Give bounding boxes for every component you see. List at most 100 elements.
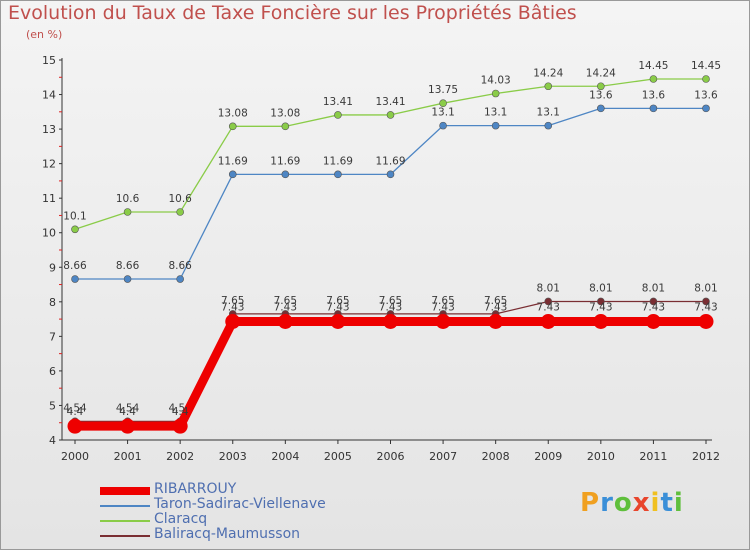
x-tick-label: 2006 [377,450,405,463]
data-label: 11.69 [218,155,248,167]
data-label: 7.43 [537,302,560,314]
legend-label: RIBARROUY [154,481,237,497]
data-label: 8.01 [694,282,717,294]
data-point [698,314,714,330]
y-tick-label: 14 [42,89,56,102]
x-tick-label: 2009 [534,450,562,463]
data-label: 7.43 [694,302,717,314]
data-point [172,418,188,434]
logo-letter: i [673,488,684,518]
data-point [702,75,710,83]
data-label: 13.08 [270,107,300,119]
data-label: 14.45 [638,60,668,72]
data-point [120,418,136,434]
data-label: 13.6 [694,89,718,101]
data-label: 14.03 [481,75,511,87]
data-label: 4.4 [172,406,189,418]
data-label: 7.65 [431,295,454,307]
y-tick-label: 9 [49,261,56,274]
data-point [439,99,447,107]
data-label: 13.6 [642,89,666,101]
data-label: 13.41 [375,96,405,108]
data-point [491,89,500,98]
data-point [176,275,184,283]
data-label: 10.6 [168,193,192,205]
data-point [383,314,398,330]
x-tick-label: 2008 [482,450,510,463]
data-point [540,314,556,330]
data-label: 11.69 [323,155,353,167]
data-point [386,170,395,179]
data-label: 7.65 [326,295,349,307]
legend-label: Claracq [154,511,208,527]
data-point [491,121,500,130]
x-tick-label: 2004 [271,450,299,463]
data-label: 13.1 [431,107,454,119]
data-point [435,314,451,330]
data-label: 14.24 [533,67,563,79]
y-tick-label: 6 [49,365,56,378]
logo-letter: t [660,488,674,518]
data-point [649,104,658,113]
data-point [544,121,553,130]
y-tick-label: 12 [42,158,56,171]
data-point [228,122,237,131]
data-point [645,314,661,330]
data-point [330,314,346,330]
data-label: 13.08 [218,107,248,119]
data-label: 14.24 [586,67,616,79]
data-point [281,170,290,179]
x-tick-label: 2007 [429,450,457,463]
data-label: 7.43 [274,302,297,314]
proxiti-logo: Proxiti [580,488,684,518]
x-tick-label: 2012 [692,450,720,463]
data-point [597,104,605,113]
legend-label: Baliracq-Maumusson [154,526,301,542]
data-label: 7.65 [379,295,402,307]
data-label: 8.01 [537,282,560,294]
logo-letter: o [613,488,633,518]
data-point [334,111,342,119]
data-point [281,122,290,131]
data-point [176,208,184,216]
data-label: 8.01 [589,282,612,294]
y-tick-label: 8 [49,296,56,309]
y-tick-label: 5 [49,399,56,412]
data-label: 14.45 [691,60,721,72]
data-point [702,297,710,306]
data-point [439,121,447,130]
data-label: 7.65 [221,295,244,307]
x-tick-label: 2010 [587,450,615,463]
data-label: 13.1 [484,107,507,119]
y-tick-label: 15 [42,54,56,67]
data-label: 7.43 [642,302,665,314]
x-tick-label: 2002 [166,450,194,463]
x-tick-label: 2001 [114,450,142,463]
data-label: 4.4 [67,406,84,418]
data-point [597,82,605,91]
data-label: 7.43 [589,302,612,314]
data-point [597,297,605,306]
data-label: 7.43 [484,302,507,314]
data-point [544,297,553,306]
data-point [277,314,293,330]
data-label: 8.66 [63,260,87,272]
x-tick-label: 2000 [61,450,89,463]
legend-swatch [100,487,150,495]
data-point [649,75,658,83]
data-label: 4.54 [116,402,140,414]
chart-title: Evolution du Taux de Taxe Foncière sur l… [8,2,577,24]
data-label: 8.66 [168,260,192,272]
data-label: 4.4 [119,406,136,418]
data-point [334,170,342,179]
data-label: 13.1 [537,107,560,119]
logo-letter: i [650,488,661,518]
data-label: 11.69 [375,155,405,167]
y-tick-label: 11 [42,192,56,205]
data-label: 7.43 [431,302,454,314]
y-tick-label: 13 [42,123,56,136]
data-label: 10.6 [116,193,140,205]
data-point [386,111,395,119]
